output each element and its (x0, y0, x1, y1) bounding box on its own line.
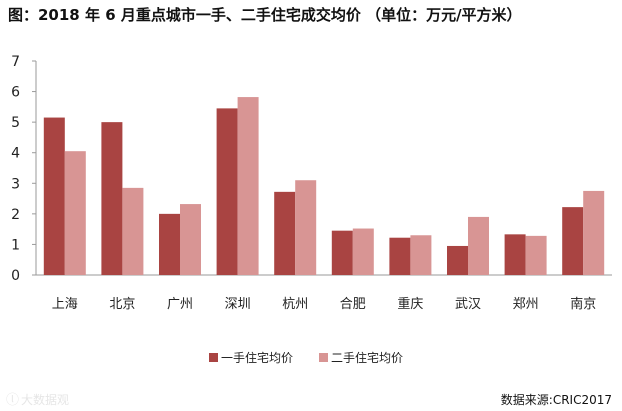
x-tick-label: 广州 (167, 297, 193, 312)
bar-new-home (389, 237, 411, 275)
bar-resale-home (410, 235, 432, 275)
bar-new-home (274, 191, 296, 275)
x-tick-label: 武汉 (455, 297, 481, 312)
x-tick-label: 重庆 (397, 296, 423, 312)
x-tick-label: 深圳 (225, 297, 251, 312)
y-tick-label: 0 (11, 268, 20, 284)
source-note: 数据来源:CRIC2017 (500, 393, 612, 407)
x-tick-label: 杭州 (282, 297, 308, 312)
plot-area: 0 1 2 3 4 5 6 7 上海 北京 广州 深圳 杭州 合肥 重庆 武汉 郑州 南京 (11, 54, 612, 312)
bar-resale-home (122, 187, 144, 275)
x-tick-label: 郑州 (513, 297, 539, 312)
y-tick-label: 2 (11, 207, 20, 223)
bar-resale-home (525, 235, 547, 275)
y-tick-label: 4 (11, 146, 20, 162)
legend-swatch (319, 353, 328, 362)
legend-label: 二手住宅均价 (331, 350, 403, 365)
bar-new-home (43, 117, 65, 275)
chart-title: 图：2018 年 6 月重点城市一手、二手住宅成交均价 （单位：万元/平方米） (8, 6, 522, 24)
watermark: ⓛ 大数据观 (6, 389, 69, 408)
y-tick-label: 5 (11, 115, 20, 131)
y-tick-label: 7 (11, 54, 20, 70)
legend-label: 一手住宅均价 (221, 350, 293, 365)
watermark-text: 大数据观 (21, 393, 70, 407)
y-tick-label: 1 (11, 237, 20, 253)
y-tick-label: 6 (11, 85, 20, 101)
bar-new-home (216, 108, 238, 275)
legend-swatch (209, 353, 218, 362)
bar-resale-home (180, 204, 201, 275)
bar-new-home (159, 213, 180, 275)
bar-resale-home (64, 151, 86, 275)
y-tick-label: 3 (11, 176, 20, 192)
bar-resale-home (583, 190, 605, 275)
bar-new-home (331, 230, 353, 275)
bar-new-home (447, 245, 468, 275)
bar-resale-home (468, 216, 489, 275)
bar-resale-home (352, 228, 374, 275)
bar-new-home (562, 207, 584, 275)
bar-new-home (101, 122, 123, 276)
bar-resale-home (295, 180, 317, 275)
chart-legend: 一手住宅均价 二手住宅均价 (209, 350, 403, 365)
bar-new-home (504, 234, 526, 275)
watermark-logo-icon: ⓛ (6, 393, 20, 408)
bar-resale-home (237, 97, 259, 276)
x-tick-label: 上海 (52, 297, 78, 312)
x-tick-label: 南京 (570, 296, 596, 312)
x-tick-label: 北京 (109, 297, 135, 312)
x-tick-label: 合肥 (340, 297, 366, 312)
